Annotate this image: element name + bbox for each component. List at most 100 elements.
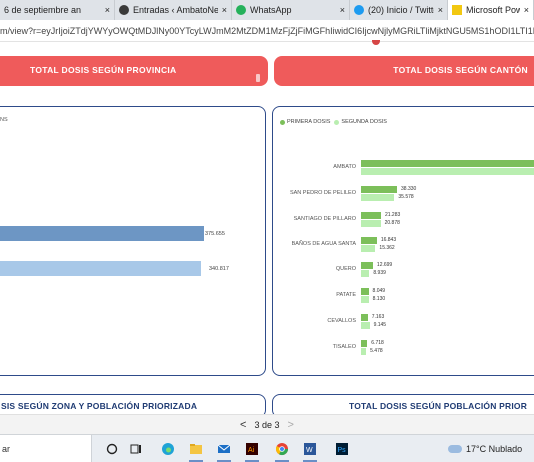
photoshop-icon[interactable]: Ps (334, 441, 350, 457)
canton-bar-primera[interactable] (361, 212, 381, 219)
url-text[interactable]: m/view?r=eyJrIjoiZTdjYWYyOWQtMDJlNy00YTc… (0, 25, 534, 36)
canton-value-segunda: 35.578 (398, 194, 414, 200)
canton-label: AMBATO (333, 164, 356, 170)
canton-bar-segunda[interactable] (361, 322, 370, 329)
canton-value-segunda: 8.130 (372, 296, 386, 302)
running-indicator (303, 460, 317, 462)
canton-value-primera: 21.283 (384, 212, 401, 218)
canton-bar-segunda[interactable] (361, 348, 367, 355)
browser-tab-4[interactable]: (20) Inicio / Twitter × (350, 0, 448, 20)
canton-bar-segunda[interactable] (361, 220, 381, 227)
next-page-button[interactable]: > (287, 418, 294, 431)
tab-title: 6 de septiembre an (4, 5, 82, 15)
legend-label: PRIMERA DOSIS (287, 119, 331, 125)
browser-tab-1[interactable]: 6 de septiembre an × (0, 0, 115, 20)
header-total-dosis-provincia: TOTAL DOSIS SEGÚN PROVINCIA (0, 56, 268, 86)
legend-item-segunda[interactable]: SEGUNDA DOSIS (334, 119, 387, 125)
report-canvas: TOTAL DOSIS SEGÚN PROVINCIA TOTAL DOSIS … (0, 46, 534, 418)
windows-taskbar: ar Ai W Ps (0, 434, 534, 462)
browser-tab-strip: 6 de septiembre an × Entradas ‹ AmbatoNe… (0, 0, 534, 20)
wordpress-icon (119, 5, 129, 15)
canton-chart-panel[interactable] (272, 106, 534, 376)
mail-icon[interactable] (216, 441, 232, 457)
canton-value-primera: 16.843 (380, 237, 397, 243)
browser-tab-2[interactable]: Entradas ‹ AmbatoNe × (115, 0, 232, 20)
canton-bar-primera[interactable] (361, 314, 368, 321)
header-title: TOTAL DOSIS SEGÚN PROVINCIA (30, 65, 177, 75)
page-navigator: < 3 de 3 > (0, 414, 534, 434)
cloud-icon (448, 445, 462, 453)
chrome-icon[interactable] (274, 441, 290, 457)
running-indicator (189, 460, 203, 462)
chart-bar-segunda-dosis[interactable] (0, 261, 201, 276)
report-indicator (372, 40, 380, 45)
canton-bar-segunda[interactable] (361, 245, 376, 252)
canton-bar-primera[interactable] (361, 160, 534, 167)
tab-title: WhatsApp (250, 5, 292, 15)
header-title: TOTAL DOSIS SEGÚN CANTÓN (393, 65, 528, 75)
canton-bar-primera[interactable] (361, 186, 397, 193)
word-icon[interactable]: W (302, 441, 318, 457)
canton-value-segunda: 20.878 (384, 220, 400, 226)
tab-close-icon[interactable]: × (437, 5, 443, 15)
browser-tab-3[interactable]: WhatsApp × (232, 0, 350, 20)
tab-title: Microsoft Power BI (466, 5, 520, 15)
canton-value-primera: 38.330 (401, 186, 417, 192)
header-title: SIS SEGÚN ZONA Y POBLACIÓN PRIORIZADA (1, 401, 198, 411)
canton-value-primera: 7.163 (371, 314, 385, 320)
running-indicator (275, 460, 289, 462)
tab-close-icon[interactable]: × (339, 5, 345, 15)
resize-handle[interactable] (256, 74, 260, 82)
canton-value-primera: 8.049 (372, 288, 386, 294)
legend-label: SEGUNDA DOSIS (341, 119, 387, 125)
header-title: TOTAL DOSIS SEGÚN POBLACIÓN PRIOR (349, 401, 528, 411)
svg-text:Ps: Ps (338, 447, 347, 454)
task-view-icon[interactable] (128, 441, 144, 457)
canton-label: BAÑOS DE AGUA SANTA (291, 241, 356, 247)
canton-value-segunda: 8.939 (373, 270, 386, 276)
legend-item-primera[interactable]: PRIMERA DOSIS (280, 119, 330, 125)
tab-close-icon[interactable]: × (221, 5, 227, 15)
illustrator-icon[interactable]: Ai (244, 441, 260, 457)
page-indicator: 3 de 3 (254, 419, 280, 430)
canton-legend: PRIMERA DOSIS SEGUNDA DOSIS (280, 119, 391, 125)
legend-fragment: NS (0, 117, 8, 123)
twitter-icon (354, 5, 364, 15)
canton-value-segunda: 9.145 (373, 322, 387, 328)
tab-close-icon[interactable]: × (104, 5, 110, 15)
address-bar[interactable]: m/view?r=eyJrIjoiZTdjYWYyOWQtMDJlNy00YTc… (0, 20, 534, 42)
file-explorer-icon[interactable] (188, 441, 204, 457)
browser-tab-5[interactable]: Microsoft Power BI × (448, 0, 534, 20)
tab-title: (20) Inicio / Twitter (368, 5, 434, 15)
canton-label: PATATE (336, 292, 356, 298)
canton-label: QUERO (335, 266, 356, 272)
weather-text: 17°C Nublado (466, 444, 523, 454)
canton-bar-segunda[interactable] (361, 296, 369, 303)
chart-bar-primera-dosis[interactable] (0, 226, 204, 241)
provincia-chart-panel[interactable] (0, 106, 266, 376)
canton-bar-primera[interactable] (361, 288, 369, 295)
canton-label: CEVALLOS (327, 318, 356, 324)
canton-bar-primera[interactable] (361, 340, 368, 347)
tab-close-icon[interactable]: × (523, 5, 529, 15)
canton-bar-primera[interactable] (361, 262, 373, 269)
legend-dot (334, 119, 340, 125)
taskbar-search-box[interactable]: ar (0, 435, 92, 462)
running-indicator (217, 460, 231, 462)
canton-bar-segunda[interactable] (361, 194, 395, 201)
edge-icon[interactable] (160, 441, 176, 457)
canton-bar-segunda[interactable] (361, 270, 370, 277)
tab-title: Entradas ‹ AmbatoNe (133, 5, 218, 15)
power-bi-icon (452, 5, 462, 15)
canton-label: SAN PEDRO DE PELILEO (289, 190, 356, 196)
whatsapp-icon (236, 5, 246, 15)
canton-label: TISALEO (332, 344, 356, 350)
canton-value-segunda: 15.362 (379, 245, 395, 251)
canton-bar-segunda[interactable] (361, 168, 534, 175)
canton-label: SANTIAGO DE PILLARO (293, 216, 356, 222)
canton-bar-primera[interactable] (361, 237, 377, 244)
weather-widget[interactable]: 17°C Nublado (448, 435, 522, 462)
cortana-icon[interactable] (104, 441, 120, 457)
prev-page-button[interactable]: < (240, 418, 247, 431)
